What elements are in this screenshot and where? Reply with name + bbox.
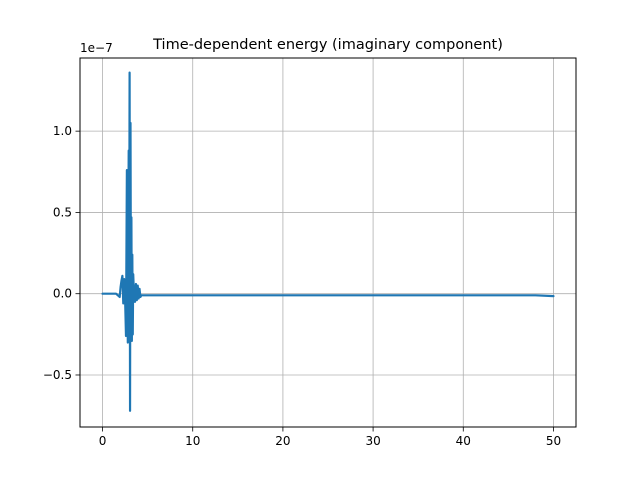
tick-layer: 0 10 20 30 40 50 −0.5 0.0 0.5 1.0 xyxy=(43,124,561,448)
chart-title: Time-dependent energy (imaginary compone… xyxy=(152,37,503,53)
y-axis-offset-label: 1e−7 xyxy=(80,41,113,55)
y-tick-label: −0.5 xyxy=(43,368,72,382)
x-tick-label: 0 xyxy=(99,434,107,448)
y-tick-label: 1.0 xyxy=(53,124,72,138)
x-tick-label: 40 xyxy=(456,434,471,448)
x-tick-label: 50 xyxy=(546,434,561,448)
plot-area-frame xyxy=(79,57,577,428)
grid-layer xyxy=(80,58,576,427)
x-tick-label: 20 xyxy=(275,434,290,448)
x-tick-label: 10 xyxy=(185,434,200,448)
data-layer xyxy=(101,71,555,412)
y-tick-label: 0.0 xyxy=(53,287,72,301)
x-tick-label: 30 xyxy=(365,434,380,448)
series-line-0 xyxy=(101,71,555,412)
y-tick-label: 0.5 xyxy=(53,205,72,219)
